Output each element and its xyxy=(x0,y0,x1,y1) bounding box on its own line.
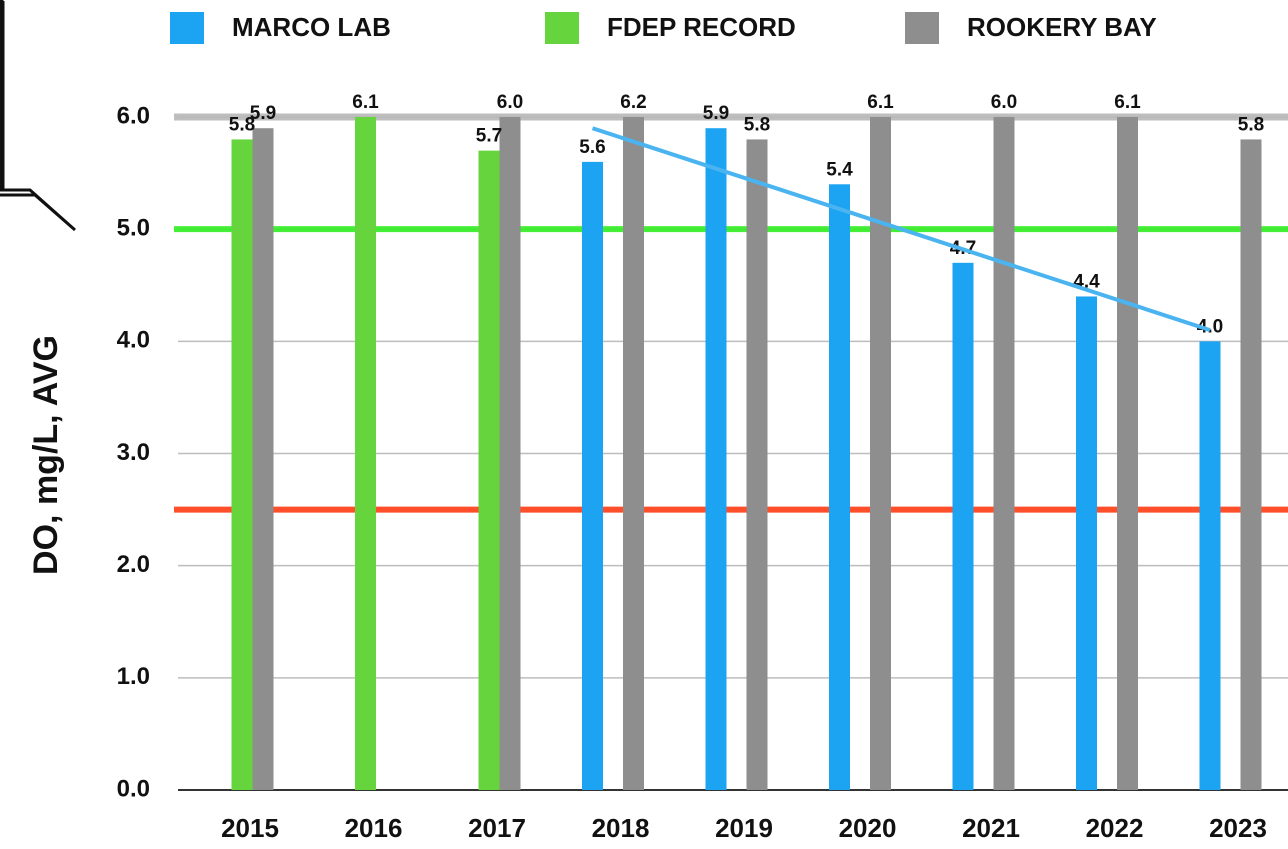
bar xyxy=(478,150,500,790)
bar xyxy=(952,262,974,791)
y-tick-label: 2.0 xyxy=(117,551,150,578)
y-tick-label: 5.0 xyxy=(117,215,150,242)
callout-shape xyxy=(0,0,76,232)
x-tick-label: 2018 xyxy=(592,813,650,843)
value-label: 6.1 xyxy=(1114,92,1141,113)
legend-label: ROOKERY BAY xyxy=(967,12,1157,42)
bar xyxy=(1199,341,1221,790)
x-tick-label: 2015 xyxy=(221,813,279,843)
trend-line xyxy=(591,126,1211,333)
value-label: 5.4 xyxy=(826,159,853,180)
bar xyxy=(705,128,727,790)
bar xyxy=(355,117,376,791)
bar xyxy=(746,139,768,790)
value-label: 5.8 xyxy=(1238,114,1264,135)
x-tick-label: 2022 xyxy=(1086,813,1144,843)
legend-swatch xyxy=(905,12,939,44)
bar xyxy=(1240,139,1262,790)
legend-label: MARCO LAB xyxy=(232,12,391,42)
value-label: 5.7 xyxy=(476,126,502,147)
legend-label: FDEP RECORD xyxy=(607,12,796,42)
bars xyxy=(231,117,1262,791)
bar xyxy=(1117,117,1138,791)
value-label: 6.0 xyxy=(497,92,523,113)
x-tick-label: 2017 xyxy=(468,813,526,843)
x-tick-label: 2020 xyxy=(839,813,897,843)
bar xyxy=(623,117,644,791)
bar xyxy=(231,139,253,790)
value-label: 6.1 xyxy=(867,92,894,113)
y-tick-label: 4.0 xyxy=(117,327,150,354)
value-label: 5.8 xyxy=(744,114,770,135)
bar xyxy=(252,128,274,790)
value-label: 6.2 xyxy=(620,92,646,113)
x-tick-label: 2019 xyxy=(715,813,773,843)
value-label: 5.8 xyxy=(229,114,255,135)
bar xyxy=(993,117,1015,790)
bar xyxy=(1076,296,1097,790)
y-tick-label: 6.0 xyxy=(117,102,150,129)
y-tick-label: 3.0 xyxy=(117,439,150,466)
legend-swatch xyxy=(545,12,579,44)
value-label: 6.1 xyxy=(352,92,379,113)
x-tick-label: 2023 xyxy=(1209,813,1267,843)
value-label: 4.0 xyxy=(1197,316,1223,337)
value-label: 6.0 xyxy=(991,92,1017,113)
bar xyxy=(870,117,891,791)
x-tick-label: 2021 xyxy=(962,813,1020,843)
legend-swatch xyxy=(170,12,204,44)
value-label: 5.9 xyxy=(703,103,729,124)
bar xyxy=(829,184,850,791)
y-axis-label: DO, mg/L, AVG xyxy=(27,335,65,575)
bar xyxy=(582,161,603,790)
x-tick-label: 2016 xyxy=(345,813,403,843)
value-label: 5.9 xyxy=(250,103,276,124)
bar xyxy=(499,117,521,790)
y-tick-label: 1.0 xyxy=(117,663,150,690)
y-tick-label: 0.0 xyxy=(117,775,150,802)
value-label: 5.6 xyxy=(579,137,605,158)
